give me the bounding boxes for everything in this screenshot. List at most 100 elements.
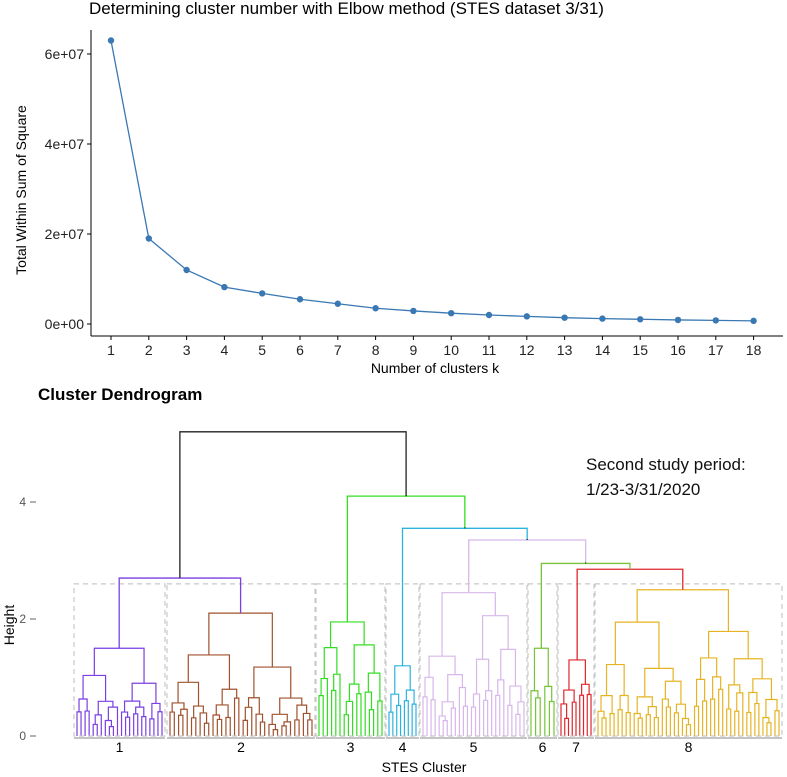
dendrogram-branch	[422, 696, 428, 736]
dendrogram-branch	[645, 714, 651, 736]
dendrogram-branch	[94, 714, 102, 736]
dendrogram-branch	[343, 714, 349, 736]
dendrogram-merge-5-678	[468, 539, 587, 593]
dendrogram-branch	[483, 699, 489, 736]
elbow-title: Determining cluster number with Elbow me…	[89, 0, 604, 18]
dendrogram-branch	[216, 718, 223, 736]
dendrogram-merge-7-8	[576, 568, 684, 660]
dendrogram-branch	[726, 708, 732, 736]
elbow-x-tick-label: 18	[746, 342, 762, 358]
dendrogram-x-label: STES Cluster	[382, 759, 467, 775]
dendrogram-branch	[193, 705, 204, 718]
dendrogram-branch	[581, 683, 590, 696]
dendrogram-branch	[353, 644, 375, 685]
dendrogram-branch	[681, 717, 690, 736]
elbow-point	[334, 300, 341, 307]
dendrogram-branch	[82, 674, 107, 702]
dendrogram-branch	[601, 717, 607, 736]
dendrogram-branch	[533, 647, 549, 691]
dendrogram-branch	[733, 658, 763, 685]
dendrogram-branch	[637, 717, 643, 736]
dendrogram-branch	[97, 700, 114, 715]
dendrogram-branch	[368, 709, 375, 736]
dendrogram-branch	[475, 658, 490, 694]
dendrogram-branch	[233, 697, 240, 736]
dendrogram-branch	[348, 683, 360, 702]
elbow-point	[523, 313, 530, 320]
dendrogram-branch	[296, 704, 308, 720]
dendrogram-branch	[180, 708, 188, 736]
dendrogram-branch	[323, 647, 338, 679]
dendrogram-y-tick-label: 4	[19, 495, 26, 509]
dendrogram-branch	[653, 716, 659, 736]
dendrogram-branch	[712, 676, 722, 700]
dendrogram-branch	[364, 691, 373, 736]
dendrogram-branch	[636, 589, 730, 632]
elbow-x-tick-label: 10	[443, 342, 459, 358]
dendrogram-branch	[710, 698, 716, 736]
dendrogram-branch	[515, 713, 521, 736]
dendrogram-branch	[255, 713, 264, 736]
dendrogram-branch	[253, 666, 292, 699]
elbow-x-tick-label: 7	[334, 342, 342, 358]
dendrogram-branch	[766, 722, 772, 736]
elbow-x-tick-label: 4	[221, 342, 229, 358]
elbow-point	[485, 311, 493, 319]
elbow-x-label: Number of clusters k	[371, 360, 500, 376]
dendrogram-branch	[548, 700, 555, 736]
dendrogram-cluster-box	[557, 583, 595, 737]
elbow-point	[372, 305, 379, 312]
dendrogram-branch	[481, 615, 509, 660]
dendrogram-branch	[157, 711, 163, 736]
dendrogram-branch	[699, 657, 718, 680]
dendrogram-cluster-box	[315, 583, 386, 737]
dendrogram-branch	[225, 716, 231, 736]
dendrogram-branch	[746, 711, 752, 736]
dendrogram-branch	[597, 710, 605, 736]
dendrogram-branch	[636, 696, 653, 714]
dendrogram-branch	[693, 705, 700, 736]
elbow-x-tick-label: 5	[258, 342, 266, 358]
elbow-x-tick-label: 14	[595, 342, 611, 358]
dendrogram-branch	[215, 704, 229, 718]
dendrogram-branch	[762, 716, 770, 736]
dendrogram-branch	[405, 689, 415, 705]
dendrogram-branch	[131, 682, 157, 704]
dendrogram-branch	[135, 706, 145, 717]
elbow-y-tick-label: 4e+07	[45, 136, 85, 152]
dendrogram-branch	[302, 712, 311, 736]
elbow-point	[750, 317, 757, 325]
elbow-x-tick-label: 3	[183, 342, 191, 358]
dendrogram-branch	[151, 702, 161, 719]
dendrogram-branch	[633, 712, 641, 736]
elbow-point	[637, 316, 644, 323]
dendrogram-branch	[665, 706, 671, 736]
dendrogram-branch	[500, 648, 517, 687]
elbow-point	[145, 235, 152, 242]
elbow-x-tick-label: 13	[557, 342, 573, 358]
dendrogram-cluster-label: 2	[237, 739, 245, 755]
elbow-x-tick-label: 12	[519, 342, 535, 358]
dendrogram-branch	[701, 700, 708, 736]
dendrogram-branch	[390, 693, 400, 713]
dendrogram-branch	[120, 711, 129, 736]
dendrogram-branch	[495, 694, 501, 736]
dendrogram-branch	[544, 685, 553, 736]
dendrogram-branch	[675, 703, 687, 719]
dendrogram-cluster-label: 6	[539, 739, 547, 755]
elbow-point	[259, 290, 266, 297]
elbow-point	[221, 283, 228, 291]
elbow-point	[107, 37, 115, 44]
dendrogram-branch	[318, 695, 324, 736]
dendrogram-branch	[447, 674, 463, 702]
dendrogram-branch	[579, 694, 585, 736]
dendrogram-branch	[734, 710, 740, 736]
dendrogram-branch	[93, 647, 145, 684]
dendrogram-branch	[485, 690, 493, 736]
dendrogram-branch	[190, 717, 197, 736]
dendrogram-branch	[718, 688, 724, 736]
dendrogram-branch	[169, 711, 175, 736]
dendrogram-y-label: Height	[1, 605, 17, 646]
dendrogram-title: Cluster Dendrogram	[38, 385, 202, 404]
dendrogram-branch	[333, 673, 341, 736]
